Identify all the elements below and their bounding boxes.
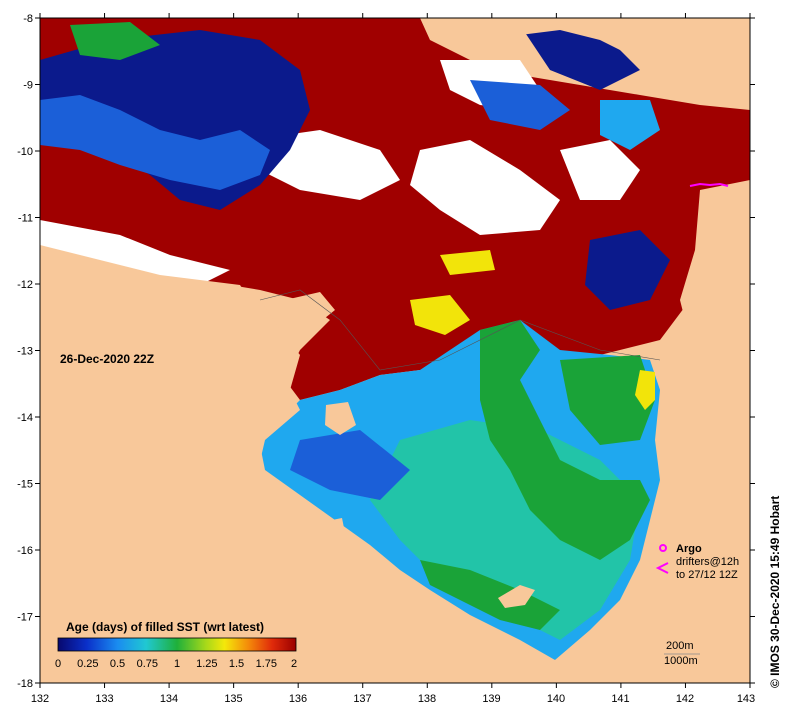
y-tick-label: -17 (17, 612, 33, 624)
y-tick-label: -11 (18, 213, 33, 225)
y-tick-label: -16 (17, 545, 33, 557)
x-tick-label: 142 (676, 693, 694, 705)
land-cape-york (680, 180, 750, 340)
legend-label: 1.75 (256, 658, 277, 670)
legend-label: 1 (174, 658, 180, 670)
colorbar (57, 637, 297, 652)
x-tick-label: 138 (418, 693, 436, 705)
sea-light (600, 100, 660, 150)
y-tick-label: -13 (17, 346, 33, 358)
drifters-label: drifters@12h (676, 556, 739, 568)
island (332, 518, 344, 530)
contour-200-label: 200m (666, 640, 694, 652)
x-tick-label: 141 (611, 693, 629, 705)
land-arnhem (40, 245, 250, 300)
legend-label: 2 (291, 658, 297, 670)
drifters-to-label: to 27/12 12Z (676, 569, 738, 581)
axis-ticks (35, 13, 755, 688)
sea-green (70, 22, 160, 60)
y-tick-label: -8 (23, 13, 33, 25)
x-tick-label: 139 (482, 693, 500, 705)
y-tick-label: -14 (17, 412, 33, 424)
x-tick-label: 134 (160, 693, 178, 705)
y-tick-label: -12 (17, 279, 33, 291)
marker-key: Argo drifters@12h to 27/12 12Z (655, 543, 739, 581)
legend-label: 1.25 (196, 658, 217, 670)
land-gulf-coast (40, 295, 750, 683)
date-label: 26-Dec-2020 22Z (60, 352, 154, 366)
x-tick-label: 133 (95, 693, 113, 705)
credit-text: © IMOS 30-Dec-2020 15:49 Hobart (768, 496, 782, 688)
sea-blue (40, 95, 270, 190)
drifter-marker-icon (655, 562, 669, 574)
gulf-yellow (635, 370, 655, 410)
y-tick-label: -15 (17, 479, 33, 491)
gulf-dark-blue-band (290, 430, 410, 500)
gulf-yellow (440, 250, 495, 275)
no-data-patch (560, 140, 640, 200)
x-tick-label: 143 (737, 693, 755, 705)
y-tick-label: -18 (17, 678, 33, 690)
argo-label: Argo (676, 543, 702, 555)
y-axis-labels: -8 -9 -10 -11 -12 -13 -14 -15 -16 -17 -1… (17, 13, 33, 690)
island (325, 402, 356, 435)
sea-dark-blue (585, 230, 670, 310)
y-tick-label: -10 (17, 146, 33, 158)
gulf-green (560, 355, 655, 445)
x-tick-label: 135 (224, 693, 242, 705)
sea-blue (470, 80, 570, 130)
drifter-track (689, 182, 729, 187)
x-tick-label: 132 (31, 693, 49, 705)
gulf-yellow (410, 295, 470, 335)
x-tick-label: 136 (289, 693, 307, 705)
x-tick-label: 140 (547, 693, 565, 705)
argo-marker-icon (659, 544, 667, 552)
gulf-green-south (420, 560, 560, 630)
map-plot-area (40, 18, 750, 683)
island (285, 292, 335, 330)
legend-label: 0 (55, 658, 61, 670)
legend-label: 0.25 (77, 658, 98, 670)
island (498, 585, 535, 608)
colorbar-legend: Age (days) of filled SST (wrt latest) 0 … (55, 620, 297, 670)
legend-title: Age (days) of filled SST (wrt latest) (66, 620, 264, 634)
contour-1000-label: 1000m (664, 655, 698, 667)
legend-label: 0.5 (110, 658, 125, 670)
x-tick-label: 137 (353, 693, 371, 705)
legend-label: 1.5 (229, 658, 244, 670)
x-axis-labels: 132 133 134 135 136 137 138 139 140 141 … (31, 693, 755, 705)
land-new-guinea (420, 18, 750, 95)
gulf-green (480, 320, 650, 560)
contour-key: 200m 1000m (664, 640, 700, 667)
y-tick-label: -9 (23, 80, 33, 92)
shelf-contour (259, 289, 661, 371)
legend-label: 0.75 (137, 658, 158, 670)
no-data-patch (410, 140, 560, 235)
